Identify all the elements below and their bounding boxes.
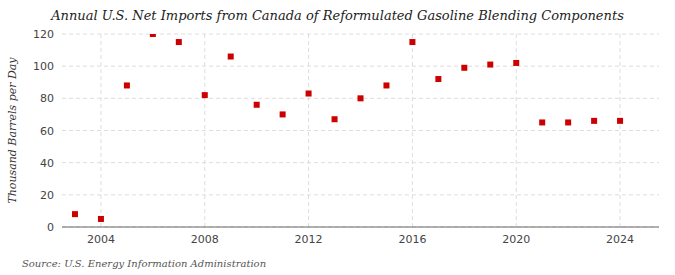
y-grid-line [62, 130, 659, 131]
point [306, 91, 312, 97]
point [435, 76, 441, 82]
y-grid-line [62, 162, 659, 163]
point [202, 92, 208, 98]
y-grid-line [62, 227, 659, 228]
y-tick-label: 80 [40, 92, 54, 105]
x-tick-label: 2012 [295, 233, 323, 246]
x-tick-label: 2016 [398, 233, 426, 246]
x-grid-line [100, 34, 101, 227]
axes: 2004 2008 2012 2016 2020 2024 0 20 40 60 80 100 120 [33, 28, 634, 246]
x-tick-label: 2008 [191, 233, 219, 246]
point [461, 65, 467, 71]
point [358, 95, 364, 101]
point [124, 82, 130, 88]
y-tick-label: 0 [47, 221, 54, 234]
point [513, 60, 519, 66]
point [409, 39, 415, 45]
y-tick-label: 20 [40, 189, 54, 202]
point [228, 54, 234, 60]
x-tick-label: 2004 [87, 233, 115, 246]
y-tick-label: 40 [40, 157, 54, 170]
x-axis-line [62, 227, 659, 228]
point [150, 34, 156, 37]
y-grid-line [62, 66, 659, 67]
annotation: Source: U.S. Energy Information Administ… [22, 258, 266, 269]
point [487, 62, 493, 68]
point [332, 116, 338, 122]
point [280, 111, 286, 117]
point [176, 39, 182, 45]
grid [62, 34, 659, 227]
x-tick-label: 2024 [606, 233, 634, 246]
point [565, 119, 571, 125]
x-tick-label: 2020 [502, 233, 530, 246]
y-axis-label: Thousand Barrels per Day [6, 57, 19, 204]
x-grid-line [412, 34, 413, 227]
point [591, 118, 597, 124]
point [254, 102, 260, 108]
points [72, 34, 623, 222]
chart: 2004 2008 2012 2016 2020 2024 0 20 40 60 80 100 120 T… [0, 0, 675, 275]
title: Annual U.S. Net Imports from Canada of R… [50, 8, 624, 23]
y-tick-label: 120 [33, 28, 54, 41]
y-grid-line [62, 194, 659, 195]
point [72, 211, 78, 217]
point [383, 82, 389, 88]
point [539, 119, 545, 125]
x-grid-line [308, 34, 309, 227]
point [98, 216, 104, 222]
point [617, 118, 623, 124]
y-tick-label: 60 [40, 125, 54, 138]
x-grid-line [620, 34, 621, 227]
y-tick-label: 100 [33, 60, 54, 73]
x-grid-line [204, 34, 205, 227]
